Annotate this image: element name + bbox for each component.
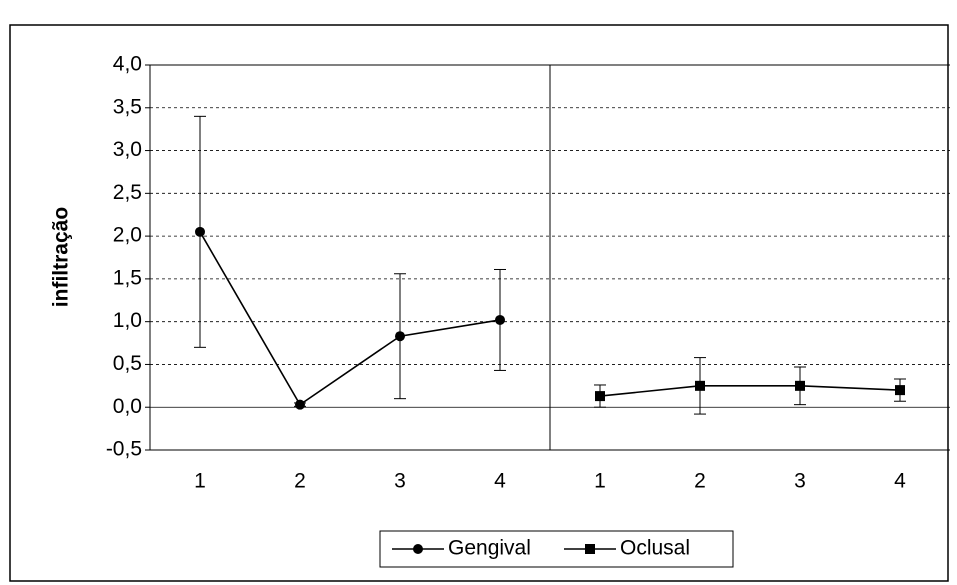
series-line bbox=[599, 385, 901, 397]
legend-marker bbox=[585, 544, 595, 554]
y-tick-label: 0,5 bbox=[113, 352, 142, 375]
y-tick-label: 3,0 bbox=[113, 138, 142, 161]
legend-label: Gengival bbox=[448, 537, 531, 560]
y-tick-label: -0,5 bbox=[106, 438, 142, 461]
y-tick-label: 2,0 bbox=[113, 224, 142, 247]
marker bbox=[695, 380, 705, 391]
x-tick-label: 4 bbox=[494, 470, 506, 493]
marker bbox=[595, 391, 605, 402]
y-tick-label: 1,0 bbox=[113, 309, 142, 332]
legend-marker bbox=[413, 544, 423, 554]
x-tick-label: 3 bbox=[794, 470, 806, 493]
y-axis-label: infiltração bbox=[50, 207, 73, 307]
y-tick-label: 3,5 bbox=[113, 95, 142, 118]
chart-frame bbox=[9, 24, 949, 582]
x-tick-label: 1 bbox=[194, 470, 206, 493]
x-tick-label: 2 bbox=[294, 470, 306, 493]
marker bbox=[495, 314, 505, 325]
x-tick-label: 3 bbox=[394, 470, 406, 493]
y-tick-label: 2,5 bbox=[113, 181, 142, 204]
marker bbox=[395, 331, 405, 342]
legend bbox=[379, 530, 734, 568]
marker bbox=[195, 226, 205, 237]
y-tick-label: 0,0 bbox=[113, 395, 142, 418]
y-tick-label: 4,0 bbox=[113, 53, 142, 76]
legend-label: Oclusal bbox=[620, 537, 690, 560]
x-tick-label: 4 bbox=[894, 470, 906, 493]
marker bbox=[895, 385, 905, 396]
series-line bbox=[199, 231, 501, 406]
x-tick-label: 1 bbox=[594, 470, 606, 493]
y-tick-label: 1,5 bbox=[113, 266, 142, 289]
marker bbox=[295, 399, 305, 410]
x-tick-label: 2 bbox=[694, 470, 706, 493]
marker bbox=[795, 380, 805, 391]
